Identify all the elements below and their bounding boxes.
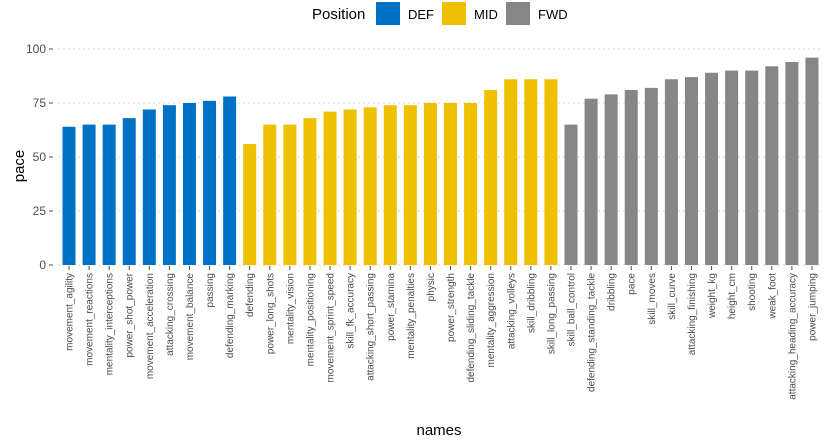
bar-power_jumping bbox=[805, 57, 819, 265]
x-tick-label: defending bbox=[245, 273, 256, 317]
bar-mentality_positioning bbox=[303, 118, 317, 266]
x-tick-label: power_shot_power bbox=[125, 272, 136, 357]
bar-defending bbox=[243, 144, 257, 265]
bar-mentality_interceptions bbox=[102, 124, 116, 265]
x-tick-label: movement_agility bbox=[65, 273, 76, 351]
y-tick-label: 50 bbox=[33, 150, 47, 164]
y-tick-label: 25 bbox=[33, 204, 47, 218]
bar-movement_reactions bbox=[82, 124, 96, 265]
bar-mentality_penalties bbox=[403, 105, 417, 265]
bar-mentality_vision bbox=[283, 124, 297, 265]
bar-attacking_crossing bbox=[162, 105, 176, 265]
x-tick-label: power_jumping bbox=[807, 273, 818, 341]
x-tick-label: mentality_aggression bbox=[486, 273, 497, 368]
bar-skill_dribbling bbox=[524, 79, 538, 266]
bar-defending_standing_tackle bbox=[584, 98, 598, 266]
x-tick-label: skill_curve bbox=[667, 273, 678, 320]
bar-movement_sprint_speed bbox=[323, 111, 337, 265]
bar-passing bbox=[203, 100, 217, 265]
bar-weight_kg bbox=[705, 72, 719, 265]
bar-movement_agility bbox=[62, 126, 76, 265]
x-tick-label: mentality_positioning bbox=[305, 273, 316, 366]
x-tick-label: skill_moves bbox=[647, 273, 658, 325]
x-tick-label: power_stamina bbox=[386, 273, 397, 341]
x-tick-label: attacking_short_passing bbox=[366, 273, 377, 381]
bar-attacking_finishing bbox=[684, 77, 698, 265]
legend-label-def: DEF bbox=[408, 7, 434, 22]
x-axis-title: names bbox=[416, 422, 461, 439]
bar-movement_balance bbox=[182, 103, 196, 265]
bar-defending_sliding_tackle bbox=[464, 103, 478, 265]
y-tick-label: 0 bbox=[39, 258, 46, 272]
bar-defending_marking bbox=[223, 96, 237, 266]
x-tick-label: mentality_vision bbox=[285, 273, 296, 344]
x-tick-label: passing bbox=[205, 273, 216, 307]
x-tick-label: defending_marking bbox=[225, 273, 236, 358]
y-tick-label: 75 bbox=[33, 96, 47, 110]
bar-power_stamina bbox=[383, 105, 397, 265]
x-tick-label: attacking_finishing bbox=[687, 273, 698, 355]
bar-weak_foot bbox=[765, 66, 779, 265]
x-tick-label: power_long_shots bbox=[265, 273, 276, 354]
x-tick-label: mentality_penalties bbox=[406, 273, 417, 359]
bars bbox=[62, 57, 819, 266]
bar-skill_curve bbox=[664, 79, 678, 266]
legend: Position DEF MID FWD bbox=[312, 2, 568, 25]
x-tick-label: power_strength bbox=[446, 273, 457, 342]
x-tick-label: skill_long_passing bbox=[546, 273, 557, 354]
bar-attacking_short_passing bbox=[363, 107, 377, 265]
x-tick-label: shooting bbox=[747, 273, 758, 311]
bar-shooting bbox=[745, 70, 759, 265]
bar-skill_long_passing bbox=[544, 79, 558, 266]
x-tick-label: weight_kg bbox=[707, 273, 718, 319]
x-tick-label: weak_foot bbox=[767, 273, 778, 320]
x-tick-label: movement_balance bbox=[185, 273, 196, 361]
x-tick-label: physic bbox=[426, 273, 437, 301]
x-tick-label: dribbling bbox=[607, 273, 618, 311]
bar-power_shot_power bbox=[122, 118, 136, 266]
x-axis-ticks: movement_agility movement_reactions mental… bbox=[65, 266, 818, 400]
legend-key-mid bbox=[442, 2, 466, 25]
bar-skill_moves bbox=[644, 87, 658, 265]
bar-movement_acceleration bbox=[142, 109, 156, 265]
bar-attacking_heading_accuracy bbox=[785, 61, 799, 266]
x-tick-label: pace bbox=[627, 273, 638, 295]
legend-key-fwd bbox=[506, 2, 530, 25]
bar-physic bbox=[423, 103, 437, 265]
x-tick-label: attacking_heading_accuracy bbox=[787, 273, 798, 400]
x-tick-label: mentality_interceptions bbox=[105, 273, 116, 375]
legend-label-fwd: FWD bbox=[538, 7, 568, 22]
x-tick-label: skill_ball_control bbox=[567, 273, 578, 346]
x-tick-label: movement_sprint_speed bbox=[326, 273, 337, 383]
bar-power_strength bbox=[444, 103, 458, 265]
bar-pace bbox=[624, 90, 638, 265]
bar-power_long_shots bbox=[263, 124, 277, 265]
bar-dribbling bbox=[604, 94, 618, 265]
bar-skill_ball_control bbox=[564, 124, 578, 265]
x-tick-label: movement_reactions bbox=[85, 273, 96, 366]
x-tick-label: movement_acceleration bbox=[145, 273, 156, 379]
x-tick-label: defending_sliding_tackle bbox=[466, 273, 477, 383]
x-tick-label: skill_dribbling bbox=[526, 273, 537, 333]
x-tick-label: skill_fk_accuracy bbox=[346, 273, 357, 349]
y-tick-label: 100 bbox=[26, 42, 46, 56]
legend-key-def bbox=[376, 2, 400, 25]
y-axis-title: pace bbox=[11, 150, 28, 183]
x-tick-label: attacking_crossing bbox=[165, 273, 176, 356]
x-tick-label: defending_standing_tackle bbox=[587, 273, 598, 392]
x-tick-label: height_cm bbox=[727, 273, 738, 319]
bar-height_cm bbox=[725, 70, 739, 265]
bar-mentality_aggression bbox=[484, 90, 498, 265]
legend-title: Position bbox=[312, 6, 365, 23]
bar-attacking_volleys bbox=[504, 79, 518, 266]
x-tick-label: attacking_volleys bbox=[506, 273, 517, 349]
bar-skill_fk_accuracy bbox=[343, 109, 357, 265]
y-axis-ticks: 0 25 50 75 100 bbox=[26, 42, 53, 272]
legend-label-mid: MID bbox=[474, 7, 498, 22]
